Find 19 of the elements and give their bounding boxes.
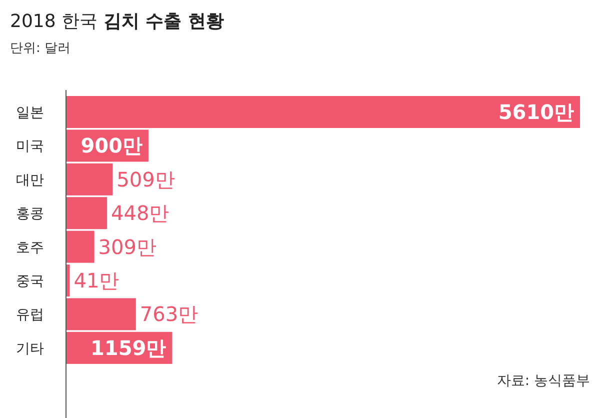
y-tick-label: 유럽	[16, 307, 44, 324]
y-tick-label: 일본	[16, 105, 44, 121]
data-label: 309만	[98, 234, 156, 259]
y-tick-label: 중국	[16, 274, 44, 290]
data-label: 1159만	[90, 336, 166, 360]
data-label: 763만	[140, 302, 198, 326]
y-tick-label: 홍콩	[16, 206, 44, 222]
data-label: 509만	[116, 167, 175, 192]
data-label: 448만	[111, 201, 170, 226]
y-tick-label: 미국	[16, 138, 44, 155]
data-label: 900만	[80, 134, 142, 158]
y-tick-label: 호주	[16, 240, 44, 256]
chart-title: 2018 한국 김치 수출 현황	[10, 11, 224, 32]
chart-subtitle: 단위: 달러	[10, 41, 71, 56]
text: 자료: 농식품부	[496, 373, 590, 389]
data-label: 41만	[74, 268, 120, 292]
y-tick-label: 대만	[16, 172, 44, 188]
data-label: 5610만	[498, 100, 574, 124]
y-tick-label: 기타	[16, 340, 44, 357]
